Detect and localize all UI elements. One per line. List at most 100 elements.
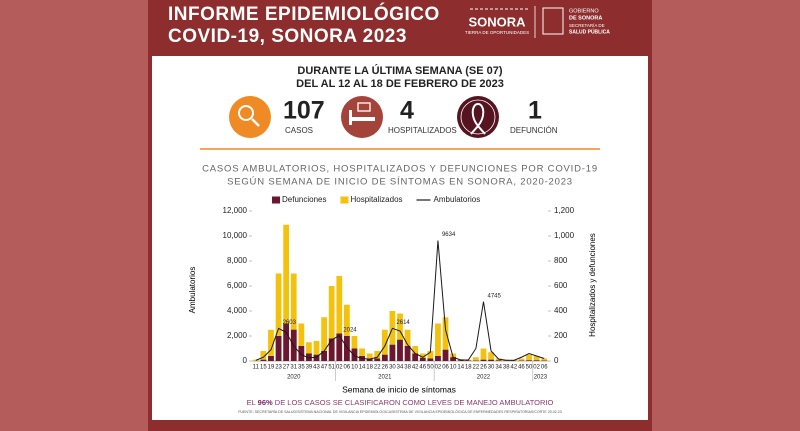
x-tick-label: 22: [473, 365, 480, 371]
x-tick-label: 14: [359, 365, 366, 371]
x-tick-label: 34: [397, 365, 404, 371]
bar: [359, 348, 365, 361]
bar: [397, 313, 403, 361]
x-tick-label: 18: [465, 365, 472, 371]
stat-label: DEFUNCIÓN: [510, 126, 558, 135]
bar: [298, 346, 305, 361]
bar: [397, 339, 403, 361]
bar: [381, 354, 388, 361]
icon-virus: [238, 105, 254, 121]
source: FUENTE: SECRETARÍA DE SALUD/SISTEMA NACI…: [238, 409, 562, 414]
x-tick-label: 22: [374, 365, 381, 371]
x-tick-label: 50: [427, 365, 434, 371]
x-tick-label: 19: [268, 365, 275, 371]
logos: SONORA TIERRA DE OPORTUNIDADES GOBIERNO …: [465, 6, 610, 38]
bar: [283, 323, 290, 361]
y2-tick-label: 400: [554, 306, 568, 315]
bar: [374, 358, 381, 361]
stat-value: 4: [400, 97, 414, 125]
x-group-label: 2023: [534, 375, 548, 381]
y2-tick-label: 600: [554, 281, 568, 290]
bar: [306, 353, 312, 361]
line: [255, 240, 545, 361]
icon-bed: [349, 117, 375, 121]
x-tick-label: 26: [480, 365, 487, 371]
y-tick-label: 12,000: [223, 206, 248, 215]
footer-text: DE LOS CASOS SE CLASIFICARON COMO LEVES …: [275, 398, 554, 407]
data-label: 9634: [442, 232, 456, 238]
stat-value: 107: [283, 97, 325, 125]
bar: [328, 286, 335, 361]
x-axis-title: Semana de inicio de síntomas: [342, 384, 456, 394]
chart-title: SEGÚN SEMANA DE INICIO DE SÍNTOMAS EN SO…: [227, 177, 573, 188]
bar: [488, 359, 494, 361]
stat-icons: [229, 96, 499, 138]
y-tick-label: 8,000: [227, 256, 248, 265]
x-tick-label: 42: [511, 365, 518, 371]
legend-label: Defunciones: [282, 195, 326, 204]
stat-value: 1: [528, 97, 542, 125]
bar: [275, 336, 282, 361]
bar: [260, 351, 267, 361]
data-label: 2614: [396, 320, 410, 326]
bar: [374, 351, 381, 361]
x-tick-label: 23: [275, 365, 282, 371]
gov: GOBIERNO: [569, 8, 599, 14]
y-tick-label: 4,000: [227, 306, 248, 315]
icon-monitor: [357, 102, 371, 112]
footer-note: EL 96% DE LOS CASOS SE CLASIFICARON COMO…: [247, 398, 554, 407]
gov: DE SONORA: [569, 15, 602, 21]
bar: [495, 360, 502, 361]
bar: [404, 346, 411, 361]
bar: [457, 360, 464, 361]
data-label: 4745: [487, 293, 501, 299]
data-label: 2603: [283, 320, 297, 326]
x-group-label: 2020: [287, 375, 301, 381]
x-tick-label: 34: [495, 365, 502, 371]
bar: [412, 353, 419, 361]
y2-tick-label: 800: [554, 256, 568, 265]
bar: [328, 338, 335, 361]
bar: [518, 358, 525, 361]
header-title: INFORME EPIDEMIOLÓGICO: [168, 3, 440, 25]
x-tick-label: 51: [328, 365, 335, 371]
x-tick-label: 06: [541, 365, 548, 371]
bar: [526, 354, 532, 361]
bar: [313, 341, 320, 361]
icon-death: [457, 96, 499, 138]
legend-swatch: [272, 196, 280, 204]
x-tick-label: 15: [260, 365, 267, 371]
bar: [442, 349, 449, 361]
bar: [343, 336, 350, 361]
bar: [343, 304, 350, 361]
bar: [389, 344, 396, 361]
bar: [480, 348, 487, 361]
header-title: COVID-19, SONORA 2023: [168, 26, 407, 47]
footer-highlight: 96%: [258, 398, 273, 407]
bar: [435, 323, 441, 361]
bar: [268, 329, 274, 361]
x-group-label: 2022: [477, 375, 491, 381]
x-tick-label: 10: [450, 365, 457, 371]
x-tick-label: 18: [366, 365, 373, 371]
x-tick-label: 38: [503, 365, 510, 371]
stat-label: HOSPITALIZADOS: [388, 126, 457, 135]
bar: [495, 358, 502, 361]
chart-title: CASOS AMBULATORIOS, HOSPITALIZADOS Y DEF…: [202, 164, 598, 175]
x-tick-label: 31: [290, 365, 297, 371]
x-tick-label: 38: [404, 365, 411, 371]
icon-glass: [251, 118, 260, 127]
legend-label: Hospitalizados: [350, 195, 402, 204]
bar: [298, 323, 305, 361]
dept: SALUD PÚBLICA: [569, 28, 610, 35]
x-tick-label: 35: [298, 365, 305, 371]
y2-tick-label: 200: [554, 331, 568, 340]
y2-tick-label: 0: [554, 356, 559, 365]
bar: [427, 358, 434, 361]
bar: [419, 357, 426, 361]
bar: [427, 351, 434, 361]
dept: SECRETARÍA DE: [569, 22, 605, 28]
x-tick-label: 11: [253, 365, 260, 371]
stat-label: CASOS: [285, 126, 313, 135]
